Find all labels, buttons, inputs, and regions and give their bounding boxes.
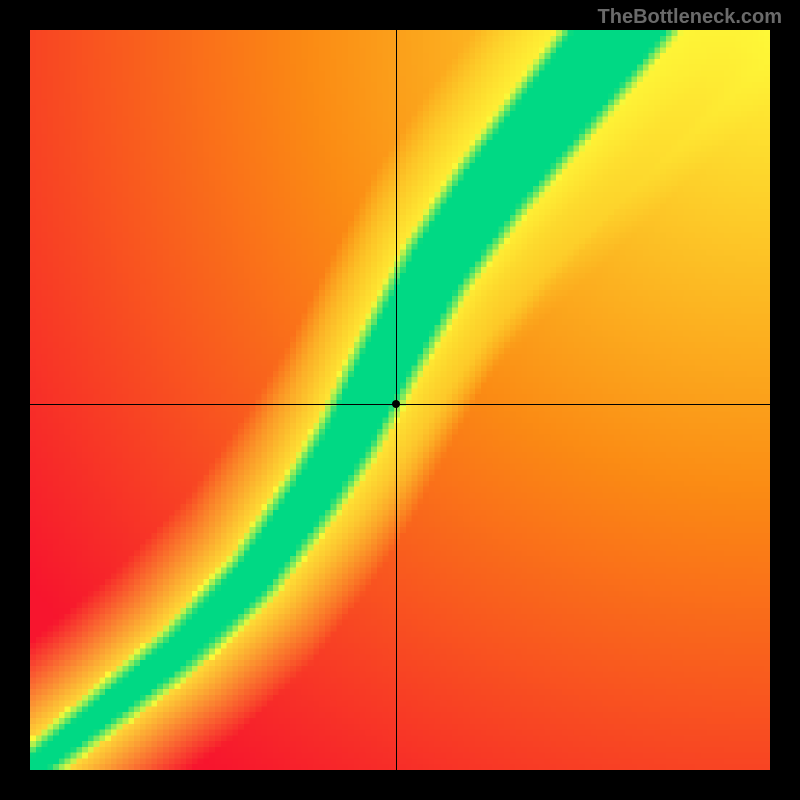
heatmap-canvas <box>30 30 770 770</box>
crosshair-dot <box>392 400 400 408</box>
watermark-text: TheBottleneck.com <box>598 6 782 29</box>
heatmap-plot <box>30 30 770 770</box>
